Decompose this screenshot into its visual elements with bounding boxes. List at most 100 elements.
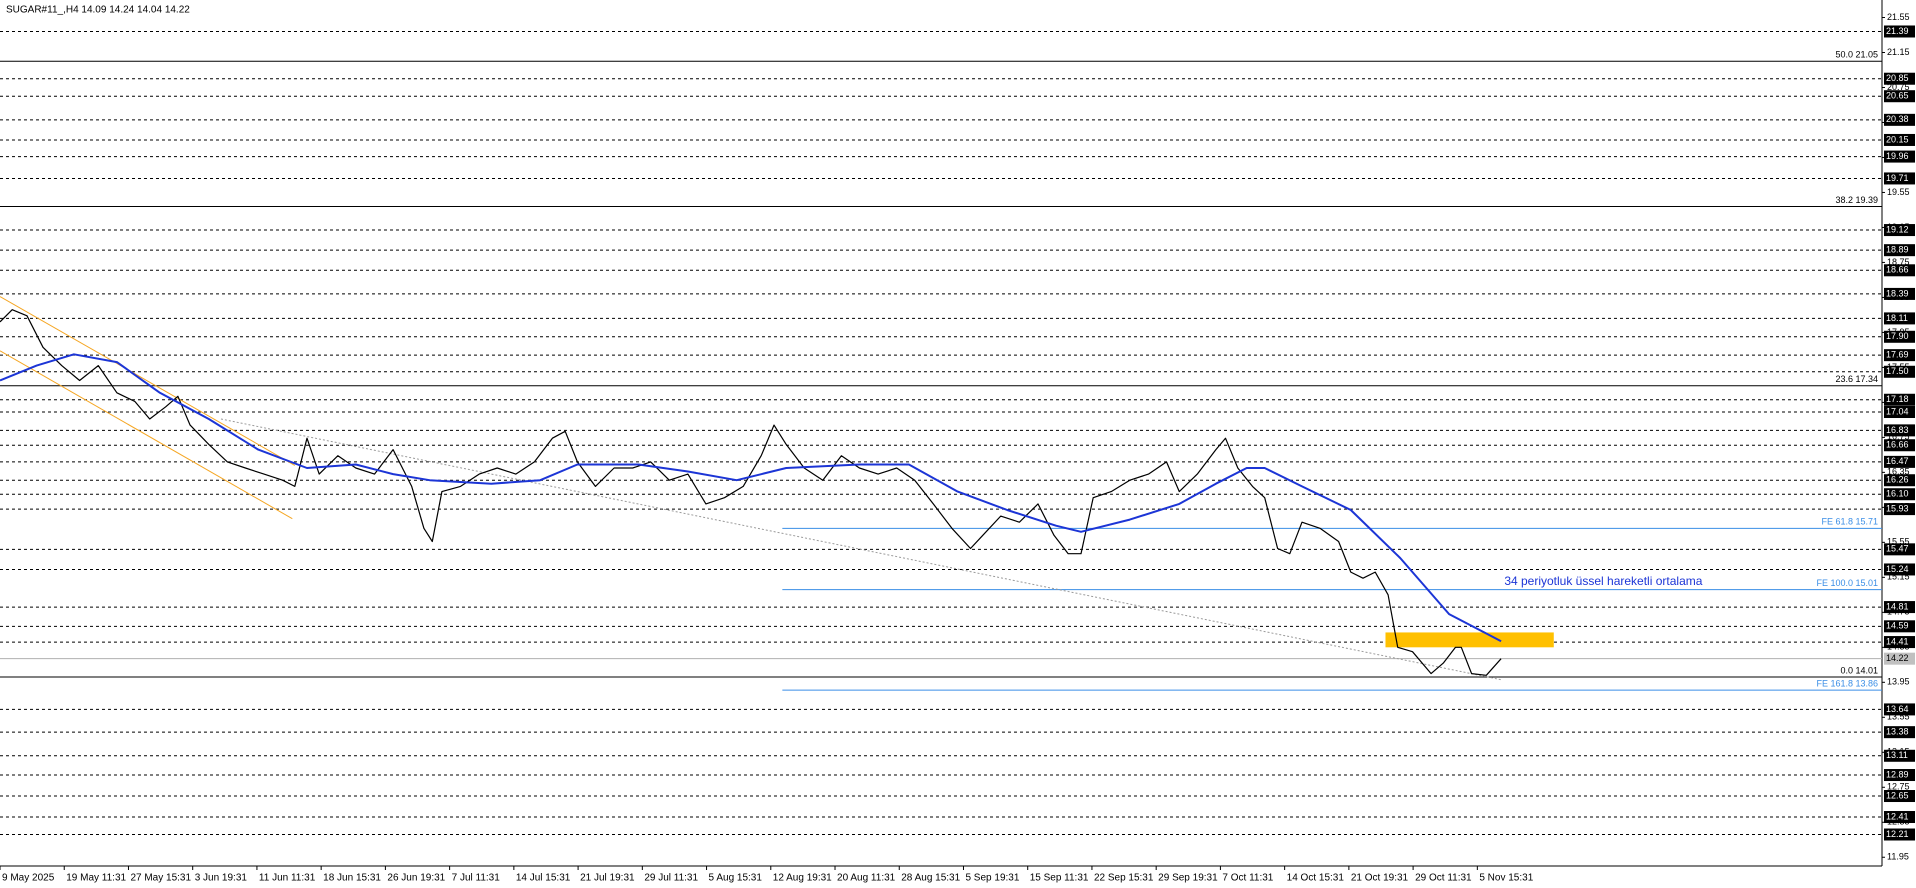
level-label: 16.66 [1886,440,1909,450]
level-label: 12.21 [1886,829,1909,839]
level-label: 13.38 [1886,727,1909,737]
level-label: 17.04 [1886,406,1909,416]
x-tick-label: 7 Oct 11:31 [1222,873,1273,884]
level-label-box [1884,312,1915,325]
x-tick-label: 29 Jul 11:31 [644,873,698,884]
x-tick-label: 14 Jul 15:31 [516,873,571,884]
x-tick-label: 9 May 2025 [2,873,55,884]
fibo-label: 38.2 19.39 [1835,195,1878,205]
level-label: 20.85 [1886,73,1909,83]
price-line [0,309,1502,676]
level-label-box [1884,636,1915,649]
x-tick-label: 5 Nov 15:31 [1479,873,1533,884]
level-label-box [1884,726,1915,739]
level-label: 20.38 [1886,114,1909,124]
y-tick-label: 15.55 [1887,537,1910,547]
y-tick-label: 11.95 [1887,852,1909,862]
annotation: 34 periyotluk üssel hareketli ortalama [1504,574,1702,588]
channel-line [0,350,293,520]
y-tick-label: 13.55 [1887,712,1910,722]
level-label-box [1884,503,1915,516]
level-label-box [1884,113,1915,126]
x-tick-label: 22 Sep 15:31 [1094,873,1154,884]
fibo-label: 50.0 21.05 [1835,50,1878,60]
level-label: 20.65 [1886,91,1909,101]
level-label: 15.47 [1886,544,1909,554]
fibo-label: 0.0 14.01 [1840,665,1878,675]
level-label: 14.41 [1886,636,1909,646]
x-tick-label: 29 Sep 19:31 [1158,873,1218,884]
level-label-box [1884,455,1915,468]
y-tick-label: 13.95 [1887,677,1910,687]
x-tick-label: 11 Jun 11:31 [259,873,316,884]
expansion-label: FE 100.0 15.01 [1816,578,1878,588]
x-tick-label: 29 Oct 11:31 [1415,873,1472,884]
y-tick-label: 18.75 [1887,257,1910,267]
y-tick-label: 21.15 [1887,47,1910,57]
current-price-label: 14.22 [1886,653,1909,663]
level-label: 16.83 [1886,425,1909,435]
level-label-box [1884,406,1915,419]
level-label-box [1884,393,1915,406]
level-label-box [1884,224,1915,237]
x-tick-label: 3 Jun 19:31 [195,873,248,884]
level-label-box [1884,601,1915,614]
y-tick-label: 19.55 [1887,187,1910,197]
level-label: 19.12 [1886,224,1909,234]
level-label-box [1884,563,1915,576]
expansion-label: FE 161.8 13.86 [1816,679,1878,689]
level-label-box [1884,620,1915,633]
x-tick-label: 19 May 11:31 [66,873,126,884]
x-tick-label: 15 Sep 11:31 [1030,873,1089,884]
level-label: 13.11 [1886,750,1908,760]
level-label-box [1884,474,1915,487]
level-label: 14.59 [1886,621,1909,631]
level-label-box [1884,330,1915,343]
level-label-box [1884,365,1915,378]
level-label-box [1884,133,1915,146]
x-tick-label: 26 Jun 19:31 [387,873,445,884]
level-label: 16.47 [1886,456,1909,466]
y-tick-label: 16.35 [1887,467,1910,477]
level-label: 20.15 [1886,134,1909,144]
level-label-box [1884,25,1915,38]
level-label-box [1884,287,1915,300]
level-label: 18.39 [1886,288,1909,298]
zone [1385,632,1554,648]
level-label-box [1884,811,1915,824]
level-label: 17.90 [1886,331,1909,341]
level-label: 17.50 [1886,366,1909,376]
ema-line [0,353,1502,643]
trend-line [220,418,1502,681]
level-label-box [1884,424,1915,437]
fibo-label: 23.6 17.34 [1835,374,1878,384]
x-tick-label: 28 Aug 15:31 [901,873,960,884]
level-label: 12.65 [1886,790,1909,800]
level-label-box [1884,828,1915,841]
level-label-box [1884,172,1915,185]
x-tick-label: 18 Jun 15:31 [323,873,381,884]
level-label-box [1884,264,1915,277]
level-label-box [1884,703,1915,716]
chart-title: SUGAR#11_,H4 14.09 14.24 14.04 14.22 [6,5,190,16]
level-label-box [1884,150,1915,163]
level-label: 19.71 [1886,173,1909,183]
level-label-box [1884,488,1915,501]
level-label: 16.26 [1886,475,1909,485]
x-tick-label: 21 Jul 19:31 [580,873,635,884]
x-tick-label: 12 Aug 19:31 [773,873,832,884]
level-label: 15.24 [1886,564,1909,574]
x-tick-label: 20 Aug 11:31 [837,873,896,884]
level-label: 18.89 [1886,245,1909,255]
y-tick-label: 15.15 [1887,572,1910,582]
y-tick-label: 16.75 [1887,432,1910,442]
x-tick-label: 5 Aug 15:31 [709,873,763,884]
y-tick-label: 20.75 [1887,82,1910,92]
x-tick-label: 7 Jul 11:31 [452,873,501,884]
level-label: 19.96 [1886,151,1909,161]
level-label: 21.39 [1886,26,1909,36]
level-label: 15.93 [1886,503,1909,513]
level-label-box [1884,72,1915,85]
